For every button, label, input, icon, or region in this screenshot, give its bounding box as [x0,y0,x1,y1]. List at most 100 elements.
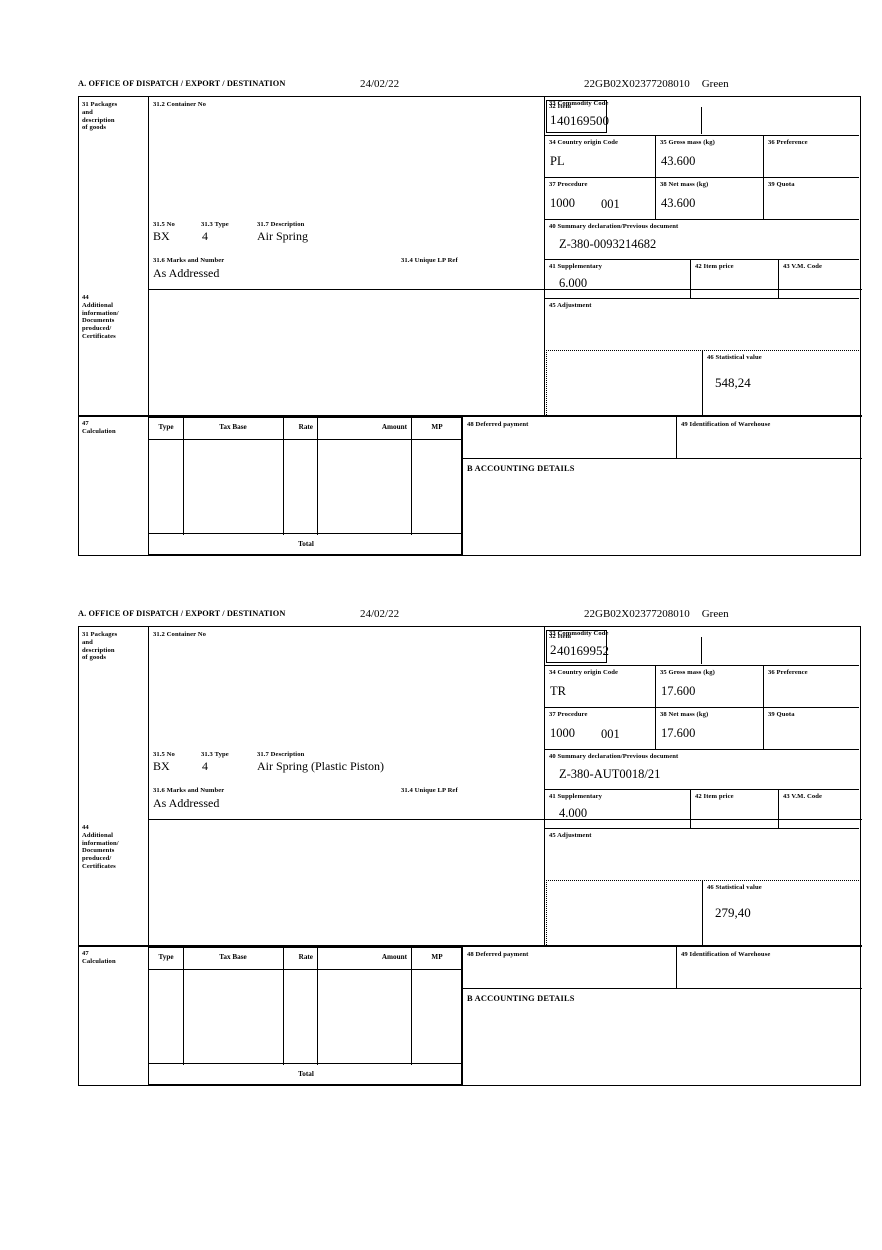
column-header-type: Type [158,423,174,431]
box-47-caption-line: 47 [82,420,89,427]
box-37-label: 37 Procedure [549,181,588,188]
calculation-total-row: Total [148,1064,462,1085]
box-36-label: 36 Preference [768,669,808,676]
divider [148,819,150,945]
box-41-supplementary: 41 Supplementary 4.000 [545,790,691,828]
right-boxes-column: 33 Commodity Code 40169952 34 Country or… [545,627,859,860]
marks-value: As Addressed [153,796,220,810]
unique-lp-ref-label: 31.4 Unique LP Ref [401,787,458,794]
box-37-value-secondary: 001 [601,197,620,211]
office-of-dispatch-label: A. OFFICE OF DISPATCH / EXPORT / DESTINA… [78,79,286,88]
box-46-value: 279,40 [715,905,751,920]
column-header-amount: Amount [381,423,407,431]
box-42-item-price: 42 Item price [691,260,779,298]
container-no-label: 31.2 Container No [153,101,207,108]
box-35-value: 43.600 [661,154,696,168]
box-32-label: 32 Item [549,103,572,110]
box-45-label: 45 Adjustment [549,832,592,839]
box-34-country-origin: 34 Country origin Code TR [545,666,656,707]
column-header-mp: MP [431,953,443,961]
type-label: 31.3 Type [201,751,229,758]
form-header: A. OFFICE OF DISPATCH / EXPORT / DESTINA… [78,78,861,96]
office-of-dispatch-label: A. OFFICE OF DISPATCH / EXPORT / DESTINA… [78,609,286,618]
box-46-value: 548,24 [715,375,751,390]
box-44-caption: 44 Additional information/ Documents pro… [79,819,148,945]
column-header-tax-base: Tax Base [219,953,247,961]
box-49-label: 49 Identification of Warehouse [681,421,771,428]
box-b-label: B ACCOUNTING DETAILS [467,464,575,473]
box-31-goods-description: 31.2 Container No 31.5 No 31.3 Type 31.7… [148,627,613,819]
reference-number: 22GB02X02377208010 [584,608,690,620]
column-header-rate: Rate [298,423,313,431]
declaration-date: 24/02/22 [360,608,400,620]
form-frame: 31 Packages and description of goods 31.… [78,626,862,1086]
box-35-label: 35 Gross mass (kg) [660,669,715,676]
box-32-item: 32 Item 2 [546,630,607,663]
description-value: Air Spring (Plastic Piston) [257,759,385,773]
box-43-label: 43 V.M. Code [783,263,823,270]
box-36-label: 36 Preference [768,139,808,146]
box-47-caption-line: Calculation [82,427,116,435]
boxes-34-35-36-row: 34 Country origin Code PL 35 Gross mass … [545,136,859,178]
box-49-label: 49 Identification of Warehouse [681,951,771,958]
box-44-caption-line: Additional [82,831,114,839]
boxes-37-38-39-row: 37 Procedure 1000 001 38 Net mass (kg) 1… [545,708,859,750]
box-37-procedure: 37 Procedure 1000 001 [545,178,656,219]
sad-form-item-2: A. OFFICE OF DISPATCH / EXPORT / DESTINA… [78,608,862,1086]
divider [148,627,150,819]
box-37-procedure: 37 Procedure 1000 001 [545,708,656,749]
box-35-label: 35 Gross mass (kg) [660,139,715,146]
box-38-net-mass: 38 Net mass (kg) 17.600 [656,708,764,749]
box-38-label: 38 Net mass (kg) [660,711,709,718]
divider [411,418,413,535]
box-38-label: 38 Net mass (kg) [660,181,709,188]
box-31-caption-line: and [82,638,93,646]
divider [283,948,285,1065]
box-47-calculation-table: Type Tax Base Rate Amount MP Total [148,417,463,555]
box-44-caption-line: information/ [82,839,119,847]
form-header: A. OFFICE OF DISPATCH / EXPORT / DESTINA… [78,608,861,626]
calculation-grid: Type Tax Base Rate Amount MP [148,417,463,535]
box-35-gross-mass: 35 Gross mass (kg) 43.600 [656,136,764,177]
right-boxes-column: 33 Commodity Code 40169500 34 Country or… [545,97,859,330]
box-46-statistical-value: 46 Statistical value 279,40 [702,880,860,945]
box-35-gross-mass: 35 Gross mass (kg) 17.600 [656,666,764,707]
box-31-caption-line: description [82,116,115,124]
box-31-caption-line: of goods [82,654,107,662]
box-34-value: TR [550,684,566,698]
divider [411,948,413,1065]
column-header-amount: Amount [381,953,407,961]
box-47-caption-line: 47 [82,950,89,957]
lane-label: Green [701,608,729,620]
box-33-value: 40169500 [557,113,609,128]
box-31-caption-line: description [82,646,115,654]
no-value: BX [153,759,170,773]
box-44-caption-line: Certificates [82,862,116,870]
box-b-accounting-details: B ACCOUNTING DETAILS [462,989,862,1085]
divider [149,969,463,971]
box-31-caption-line: 31 Packages [82,631,118,638]
box-38-net-mass: 38 Net mass (kg) 43.600 [656,178,764,219]
box-47-calculation-table: Type Tax Base Rate Amount MP Total [148,947,463,1085]
box-41-value: 4.000 [559,806,588,820]
description-label: 31.7 Description [257,221,305,228]
box-41-supplementary: 41 Supplementary 6.000 [545,260,691,298]
type-label: 31.3 Type [201,221,229,228]
box-36-preference: 36 Preference [764,136,859,177]
dotted-divider [546,880,547,945]
divider [317,418,319,535]
unique-lp-ref-label: 31.4 Unique LP Ref [401,257,458,264]
divider [148,289,150,415]
form-frame: 31 Packages and description of goods 31.… [78,96,862,556]
column-header-tax-base: Tax Base [219,423,247,431]
boxes-37-38-39-row: 37 Procedure 1000 001 38 Net mass (kg) 4… [545,178,859,220]
divider [183,948,185,1065]
box-38-value: 43.600 [661,196,696,210]
divider [148,97,150,289]
box-31-caption-line: 31 Packages [82,101,118,108]
box-45-adjustment: 45 Adjustment [545,299,859,330]
box-34-value: PL [550,154,565,168]
box-32-value: 1 [550,112,557,127]
box-44-caption-line: Documents [82,317,115,325]
box-37-value-secondary: 001 [601,727,620,741]
